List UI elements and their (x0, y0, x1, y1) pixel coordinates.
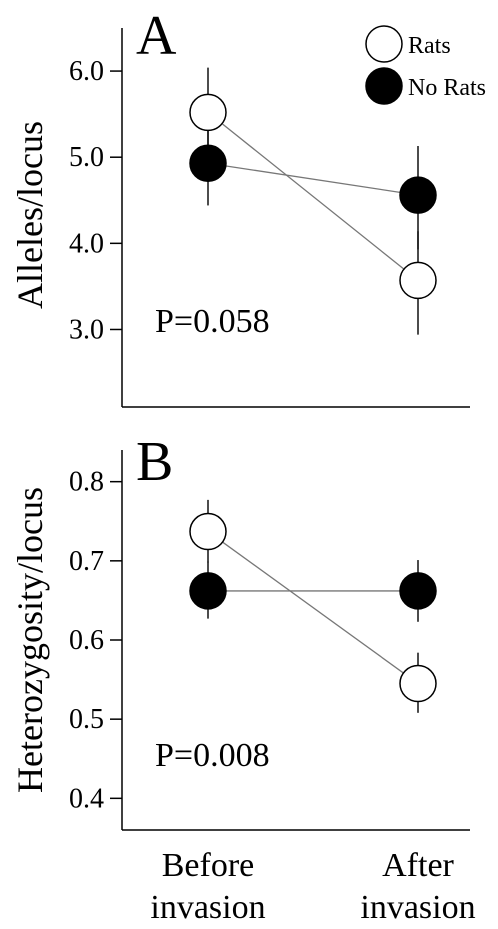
x-category-label-before-line2: invasion (150, 889, 265, 926)
y-axis-title: Alleles/locus (10, 121, 50, 309)
legend-label-rats: Rats (408, 33, 451, 59)
panel-label: A (136, 5, 177, 67)
p-value-annotation: P=0.058 (155, 303, 270, 340)
y-tick-label: 0.8 (69, 467, 104, 498)
p-value-annotation: P=0.008 (155, 737, 270, 774)
y-tick-label: 6.0 (69, 56, 104, 87)
legend-label-no-rats: No Rats (408, 75, 486, 101)
legend-marker-rats (365, 25, 403, 63)
data-point-rats (399, 261, 437, 300)
panel-b: 0.4 0.5 0.6 0.7 0.8 Heterozygosity/locus B P=0.… (10, 431, 470, 831)
panel-a: 3.0 4.0 5.0 6.0 Alleles/locus A P=0.058 Rats No … (10, 5, 486, 408)
panel-label: B (136, 431, 173, 493)
data-point-no-rats (189, 572, 227, 610)
y-tick-label: 4.0 (69, 228, 104, 259)
series-line-rats (207, 111, 419, 281)
x-category-label-after-line2: invasion (360, 889, 475, 926)
data-point-no-rats (399, 572, 437, 610)
y-tick-label: 5.0 (69, 142, 104, 173)
data-point-rats (189, 512, 227, 551)
y-tick-label: 3.0 (69, 314, 104, 345)
y-tick-label: 0.7 (69, 546, 104, 577)
y-axis-title: Heterozygosity/locus (10, 487, 50, 793)
series-line-rats (207, 531, 419, 685)
y-tick-label: 0.5 (69, 704, 104, 735)
x-axis-category-labels: Before invasion After invasion (150, 847, 475, 926)
data-point-no-rats (399, 176, 437, 214)
y-tick-label: 0.6 (69, 625, 104, 656)
legend-marker-no-rats (365, 67, 403, 105)
x-category-label-after-line1: After (382, 847, 454, 884)
data-point-rats (399, 664, 437, 703)
x-category-label-before-line1: Before (162, 847, 255, 884)
y-tick-label: 0.4 (69, 783, 104, 814)
data-point-no-rats (189, 144, 227, 182)
series-line-no-rats (207, 162, 419, 196)
data-point-rats (189, 93, 227, 132)
